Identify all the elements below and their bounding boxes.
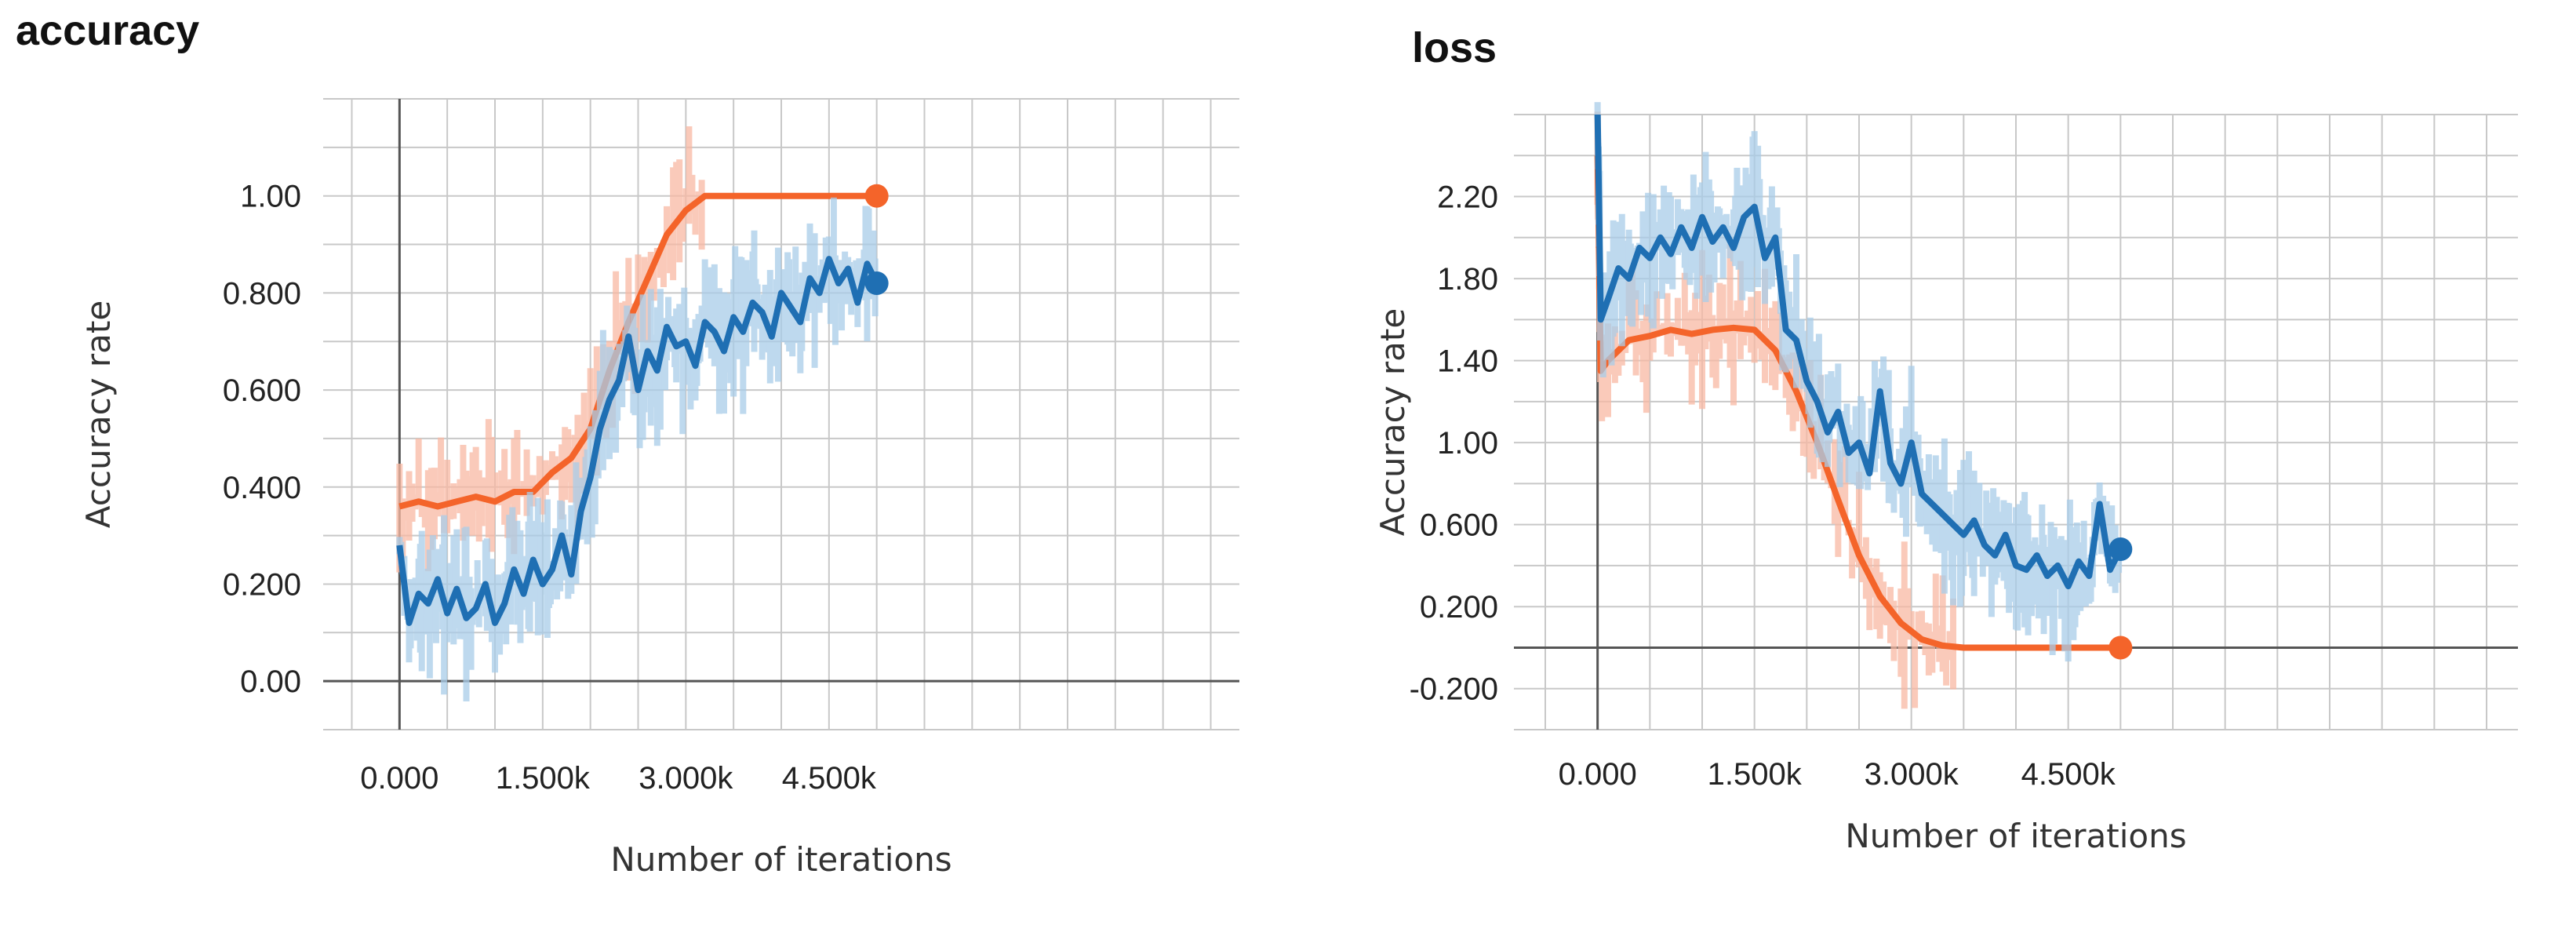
x-tick-label: 3.000k <box>639 761 733 796</box>
x-tick-label: 1.500k <box>496 761 591 796</box>
x-tick-label: 4.500k <box>2021 757 2116 792</box>
series-1 <box>1594 102 2133 662</box>
series-end-marker <box>864 184 889 208</box>
x-axis-label: Number of iterations <box>610 840 951 879</box>
y-axis-label: Accuracy rate <box>1374 308 1412 536</box>
chart-title: accuracy <box>16 7 200 54</box>
y-tick-label: 0.600 <box>1420 508 1498 543</box>
y-tick-label: 2.20 <box>1437 180 1498 215</box>
y-tick-label: 0.800 <box>223 276 301 311</box>
y-tick-label: 0.400 <box>223 471 301 505</box>
y-tick-label: 0.200 <box>1420 590 1498 625</box>
series-end-marker <box>864 271 889 296</box>
series-end-marker <box>2108 537 2133 562</box>
x-tick-label: 0.000 <box>360 761 438 796</box>
series-line <box>396 256 880 626</box>
y-tick-label: 1.00 <box>1437 426 1498 461</box>
accuracy-chart-panel: accuracy 0.00 0.200 0.400 0.600 0.800 1.00 0.0… <box>0 0 1286 936</box>
series-line <box>1594 155 2121 651</box>
y-tick-label: 0.200 <box>223 567 301 602</box>
y-tick-label: 0.00 <box>240 665 301 699</box>
series-1 <box>396 197 889 702</box>
y-tick-label: -0.200 <box>1410 672 1498 707</box>
x-tick-label: 4.500k <box>782 761 877 796</box>
x-axis-label: Number of iterations <box>1845 817 2186 855</box>
accuracy-chart: 0.00 0.200 0.400 0.600 0.800 1.00 0.000 1.500k 3… <box>79 98 1239 879</box>
chart-title: loss <box>1412 24 1497 71</box>
y-axis-label: Accuracy rate <box>79 300 118 528</box>
x-tick-label: 0.000 <box>1559 757 1637 792</box>
y-tick-label: 1.80 <box>1437 262 1498 297</box>
series-line <box>1594 114 2123 590</box>
y-tick-label: 1.40 <box>1437 344 1498 379</box>
y-tick-label: 0.600 <box>223 373 301 408</box>
y-tick-label: 1.00 <box>240 180 301 214</box>
loss-chart-panel: loss -0.200 0.200 0.600 1.00 1.40 1.80 2.20 0.0… <box>1286 0 2576 936</box>
x-tick-label: 1.500k <box>1708 757 1803 792</box>
x-tick-label: 3.000k <box>1865 757 1959 792</box>
loss-chart: -0.200 0.200 0.600 1.00 1.40 1.80 2.20 0.000 1.5… <box>1374 102 2518 855</box>
series-noise-band <box>1594 102 2123 662</box>
series-end-marker <box>2108 636 2133 660</box>
